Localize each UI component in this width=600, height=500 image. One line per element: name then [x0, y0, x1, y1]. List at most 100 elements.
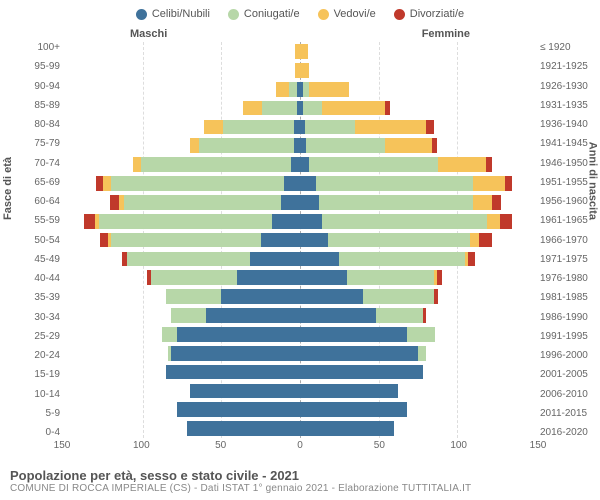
segment [127, 252, 250, 267]
legend-item: Divorziati/e [394, 8, 464, 20]
age-row [64, 400, 536, 419]
bar-female [300, 421, 536, 436]
segment [99, 214, 272, 229]
segment [162, 327, 178, 342]
segment [423, 308, 426, 323]
legend-swatch [136, 9, 147, 20]
segment [300, 289, 363, 304]
bar-female [300, 63, 536, 78]
segment [470, 233, 479, 248]
bar-female [300, 120, 536, 135]
birth-axis: ≤ 19201921-19251926-19301931-19351936-19… [536, 42, 600, 438]
age-row [64, 174, 536, 193]
bar-male [64, 63, 300, 78]
segment [204, 120, 223, 135]
bar-male [64, 384, 300, 399]
segment [100, 233, 108, 248]
segment [223, 120, 294, 135]
age-tick: 5-9 [4, 408, 60, 419]
segment [84, 214, 95, 229]
birth-tick: 1946-1950 [540, 158, 596, 169]
plot-area [64, 42, 536, 438]
age-row [64, 344, 536, 363]
bar-male [64, 195, 300, 210]
legend-swatch [318, 9, 329, 20]
age-row [64, 61, 536, 80]
bar-male [64, 308, 300, 323]
x-tick: 50 [374, 440, 385, 451]
age-row [64, 212, 536, 231]
age-axis: 100+95-9990-9485-8980-8475-7970-7465-696… [0, 42, 64, 438]
segment [479, 233, 492, 248]
age-tick: 25-29 [4, 331, 60, 342]
age-row [64, 287, 536, 306]
bar-male [64, 101, 300, 116]
bar-male [64, 82, 300, 97]
bar-female [300, 157, 536, 172]
segment [237, 270, 300, 285]
segment [177, 402, 300, 417]
segment [347, 270, 434, 285]
segment [300, 421, 394, 436]
age-tick: 15-19 [4, 369, 60, 380]
segment [322, 101, 385, 116]
population-pyramid: 100+95-9990-9485-8980-8475-7970-7465-696… [0, 42, 600, 438]
birth-tick: 2006-2010 [540, 389, 596, 400]
bar-female [300, 138, 536, 153]
segment [300, 346, 418, 361]
legend-label: Celibi/Nubili [152, 8, 210, 20]
age-row [64, 99, 536, 118]
segment [300, 233, 328, 248]
segment [500, 214, 513, 229]
age-row [64, 193, 536, 212]
segment [303, 101, 322, 116]
legend-swatch [394, 9, 405, 20]
segment [306, 138, 385, 153]
bar-male [64, 44, 300, 59]
segment [171, 308, 206, 323]
segment [284, 176, 300, 191]
bar-male [64, 421, 300, 436]
bar-male [64, 233, 300, 248]
bar-female [300, 327, 536, 342]
segment [376, 308, 423, 323]
x-tick: 150 [54, 440, 71, 451]
x-tick: 50 [215, 440, 226, 451]
segment [300, 176, 316, 191]
age-row [64, 231, 536, 250]
segment [300, 327, 407, 342]
segment [385, 101, 390, 116]
segment [276, 82, 289, 97]
segment [300, 308, 376, 323]
segment [300, 214, 322, 229]
segment [300, 252, 339, 267]
segment [187, 421, 300, 436]
birth-tick: 2001-2005 [540, 369, 596, 380]
segment [363, 289, 434, 304]
bar-male [64, 327, 300, 342]
segment [190, 384, 300, 399]
x-tick: 100 [450, 440, 467, 451]
segment [322, 214, 487, 229]
segment [110, 195, 119, 210]
segment [385, 138, 432, 153]
age-tick: 85-89 [4, 100, 60, 111]
legend-swatch [228, 9, 239, 20]
segment [309, 82, 348, 97]
footer: Popolazione per età, sesso e stato civil… [10, 468, 590, 494]
segment [300, 157, 309, 172]
bar-female [300, 346, 536, 361]
segment [300, 384, 398, 399]
chart-title: Popolazione per età, sesso e stato civil… [10, 468, 590, 483]
label-male: Maschi [130, 28, 167, 40]
birth-tick: 1951-1955 [540, 177, 596, 188]
bar-male [64, 157, 300, 172]
age-tick: 30-34 [4, 312, 60, 323]
segment [291, 157, 300, 172]
age-tick: 60-64 [4, 196, 60, 207]
segment [473, 176, 504, 191]
segment [103, 176, 111, 191]
bar-male [64, 365, 300, 380]
legend-label: Divorziati/e [410, 8, 464, 20]
age-row [64, 117, 536, 136]
